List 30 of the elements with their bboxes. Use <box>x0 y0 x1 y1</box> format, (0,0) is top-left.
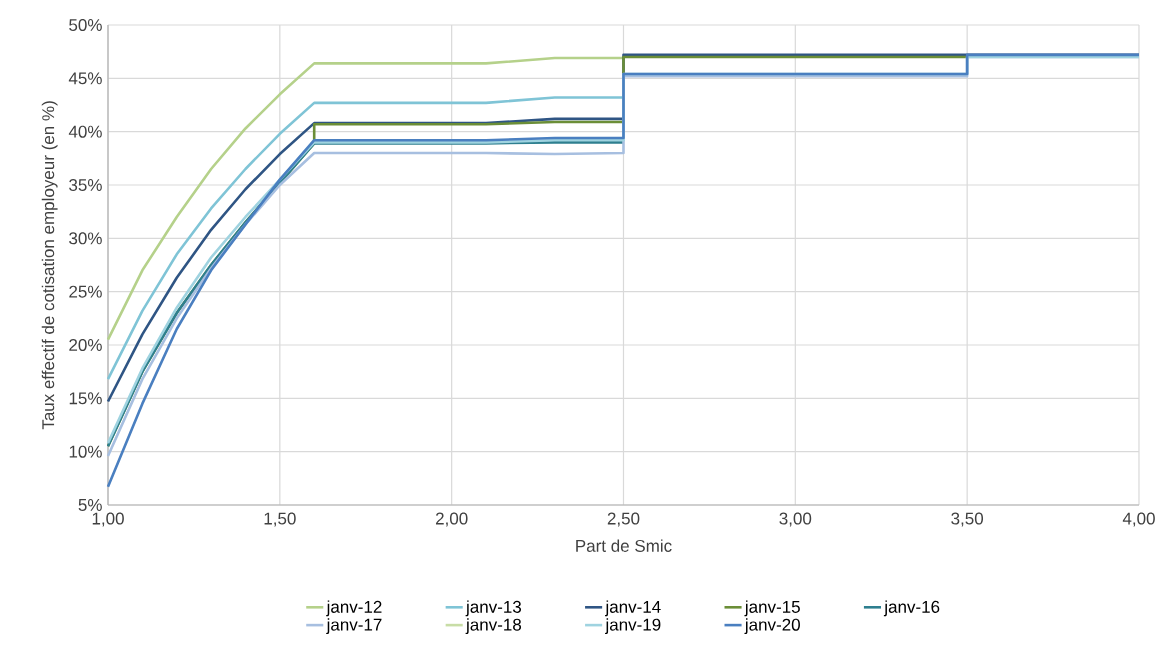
y-tick-label: 5% <box>78 499 102 511</box>
legend-label: janv-20 <box>744 618 800 635</box>
x-tick-label: 3,00 <box>779 512 812 527</box>
line-series <box>106 96 625 381</box>
y-tick-label: 30% <box>69 232 102 245</box>
y-tick-label: 35% <box>69 178 102 192</box>
y-tick-label: 25% <box>69 285 102 298</box>
y-tick-label: 40% <box>68 125 102 138</box>
x-tick-label: 1,00 <box>92 512 124 527</box>
legend-label: janv-18 <box>465 618 522 635</box>
legend-label: janv-16 <box>883 600 940 617</box>
x-tick-label: 2,50 <box>607 512 640 527</box>
legend-label: janv-15 <box>744 600 800 617</box>
x-tick-label: 3,50 <box>951 512 984 527</box>
legend-label: janv-17 <box>326 618 382 635</box>
line-series <box>106 56 625 341</box>
x-axis-title: Part de Smic <box>576 539 672 552</box>
x-tick-label: 4,00 <box>1122 512 1155 527</box>
y-axis-title: Taux effectif de cotisation employeur (en %) <box>41 101 58 430</box>
y-tick-label: 10% <box>69 445 102 458</box>
legend-label: janv-13 <box>465 600 522 617</box>
legend-label: janv-14 <box>605 600 661 617</box>
y-tick-label: 45% <box>68 72 102 85</box>
y-tick-label: 15% <box>69 392 102 405</box>
y-tick-label: 50% <box>69 18 102 32</box>
y-tick-label: 20% <box>69 338 102 352</box>
legend-label: janv-19 <box>605 618 661 635</box>
x-tick-label: 2,00 <box>435 512 468 527</box>
x-tick-label: 1,50 <box>264 512 296 527</box>
legend-label: janv-12 <box>326 600 382 617</box>
